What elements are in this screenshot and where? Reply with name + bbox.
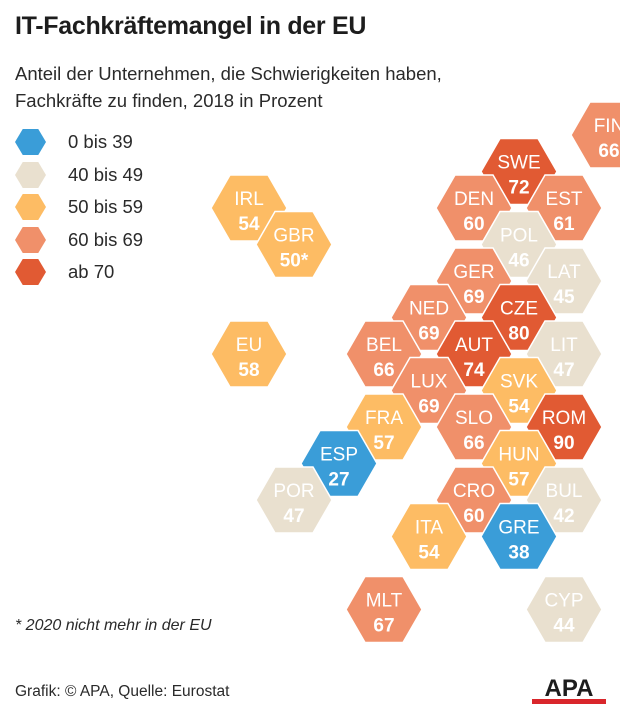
hex-value-label: 60 bbox=[463, 506, 484, 527]
hex-country-code: GER bbox=[453, 262, 494, 283]
hex-country-code: NED bbox=[409, 299, 449, 320]
chart-title: IT-Fachkräftemangel in der EU bbox=[15, 12, 367, 40]
legend-swatch-hex bbox=[15, 129, 46, 155]
hex-value-label: 69 bbox=[463, 287, 484, 308]
hex-value-label: 42 bbox=[553, 506, 574, 527]
hex-value-label: 74 bbox=[463, 360, 485, 381]
hex-country-code: SVK bbox=[500, 372, 538, 393]
hex-country-code: SLO bbox=[455, 408, 493, 429]
hex-value-label: 54 bbox=[238, 214, 260, 235]
hex-country-code: HUN bbox=[498, 445, 539, 466]
hex-shape bbox=[390, 502, 468, 571]
hex-country-code: FIN bbox=[594, 116, 620, 137]
legend-label: 0 bis 39 bbox=[68, 131, 133, 152]
hex-country-code: LIT bbox=[550, 335, 578, 356]
hex-country-code: LAT bbox=[547, 262, 581, 283]
apa-logo: APA bbox=[532, 675, 606, 704]
hex-shape bbox=[345, 575, 423, 644]
hex-country-code: EST bbox=[546, 189, 583, 210]
hex-tile-ita: ITA 54 bbox=[390, 502, 468, 571]
hex-country-code: CRO bbox=[453, 481, 495, 502]
hex-country-code: IRL bbox=[234, 189, 264, 210]
hex-tile-fin: FIN 66 bbox=[570, 101, 620, 169]
legend-label: 40 bis 49 bbox=[68, 163, 144, 185]
apa-logo-bar bbox=[532, 699, 606, 704]
hex-value-label: 46 bbox=[508, 251, 529, 272]
hex-value-label: 66 bbox=[463, 433, 484, 454]
hex-country-code: ITA bbox=[415, 518, 443, 539]
legend-swatch-hex bbox=[15, 161, 46, 188]
subtitle-line-1: Anteil der Unternehmen, die Schwierigkei… bbox=[15, 63, 442, 84]
hex-country-code: AUT bbox=[455, 335, 493, 356]
hex-tile-por: POR 47 bbox=[255, 466, 333, 534]
hex-value-label: 50* bbox=[280, 251, 309, 272]
source-credit: Grafik: © APA, Quelle: Eurostat bbox=[15, 683, 230, 700]
subtitle-line-2: Fachkräfte zu finden, 2018 in Prozent bbox=[15, 90, 323, 111]
hex-country-code: CYP bbox=[544, 591, 583, 612]
hex-value-label: 72 bbox=[508, 178, 529, 199]
hex-country-code: BUL bbox=[546, 481, 583, 502]
hex-value-label: 69 bbox=[418, 397, 439, 418]
legend-swatch-hex bbox=[15, 259, 46, 285]
hex-value-label: 69 bbox=[418, 324, 439, 345]
hex-value-label: 47 bbox=[283, 506, 304, 527]
legend-label: 50 bis 59 bbox=[68, 196, 144, 217]
legend-swatch-hex bbox=[15, 226, 46, 253]
hex-value-label: 80 bbox=[508, 324, 529, 345]
hex-value-label: 27 bbox=[328, 470, 349, 491]
hex-tile-est: EST 61 bbox=[525, 174, 603, 242]
chart-subtitle: Anteil der Unternehmen, die Schwierigkei… bbox=[15, 60, 442, 114]
hex-country-code: DEN bbox=[454, 189, 494, 210]
hex-country-code: POR bbox=[273, 481, 314, 502]
hex-country-code: CZE bbox=[500, 299, 538, 320]
hex-country-code: FRA bbox=[365, 408, 403, 429]
hex-country-code: LUX bbox=[411, 372, 448, 393]
hex-country-code: GRE bbox=[498, 518, 539, 539]
apa-logo-text: APA bbox=[545, 675, 594, 702]
legend-label: ab 70 bbox=[68, 261, 115, 282]
hex-value-label: 44 bbox=[553, 616, 575, 637]
hex-country-code: ROM bbox=[542, 408, 586, 429]
legend-swatch-hex bbox=[15, 194, 46, 220]
hex-shape bbox=[525, 575, 603, 644]
hex-country-code: GBR bbox=[273, 226, 314, 247]
hex-shape bbox=[210, 320, 288, 388]
hex-country-code: POL bbox=[500, 226, 538, 247]
hex-country-code: ESP bbox=[320, 445, 358, 466]
hex-country-code: BEL bbox=[366, 335, 402, 356]
hex-country-code: EU bbox=[236, 335, 262, 356]
hex-value-label: 67 bbox=[373, 616, 394, 637]
hex-tile-gbr: GBR 50* bbox=[255, 210, 333, 279]
hex-value-label: 45 bbox=[553, 287, 575, 308]
hex-value-label: 61 bbox=[553, 214, 575, 235]
hex-tile-gre: GRE 38 bbox=[480, 502, 558, 571]
hex-value-label: 58 bbox=[238, 360, 259, 381]
hex-shape bbox=[255, 466, 333, 534]
hex-tile-mlt: MLT 67 bbox=[345, 575, 423, 644]
hex-value-label: 38 bbox=[508, 543, 529, 564]
hex-value-label: 47 bbox=[553, 360, 574, 381]
hex-shape bbox=[480, 502, 558, 571]
hex-tile-eu: EU 58 bbox=[210, 320, 288, 388]
hex-value-label: 57 bbox=[508, 470, 529, 491]
hex-value-label: 90 bbox=[553, 433, 574, 454]
hex-shape bbox=[570, 101, 620, 169]
hex-value-label: 66 bbox=[373, 360, 394, 381]
hex-value-label: 57 bbox=[373, 433, 394, 454]
hex-shape bbox=[255, 210, 333, 279]
hex-country-code: SWE bbox=[497, 153, 540, 174]
hex-value-label: 54 bbox=[418, 543, 440, 564]
hex-value-label: 60 bbox=[463, 214, 484, 235]
hex-value-label: 54 bbox=[508, 397, 530, 418]
hex-tile-cyp: CYP 44 bbox=[525, 575, 603, 644]
hex-country-code: MLT bbox=[366, 591, 403, 612]
legend-label: 60 bis 69 bbox=[68, 228, 144, 250]
footnote: * 2020 nicht mehr in der EU bbox=[15, 617, 212, 634]
hex-value-label: 66 bbox=[598, 141, 619, 162]
